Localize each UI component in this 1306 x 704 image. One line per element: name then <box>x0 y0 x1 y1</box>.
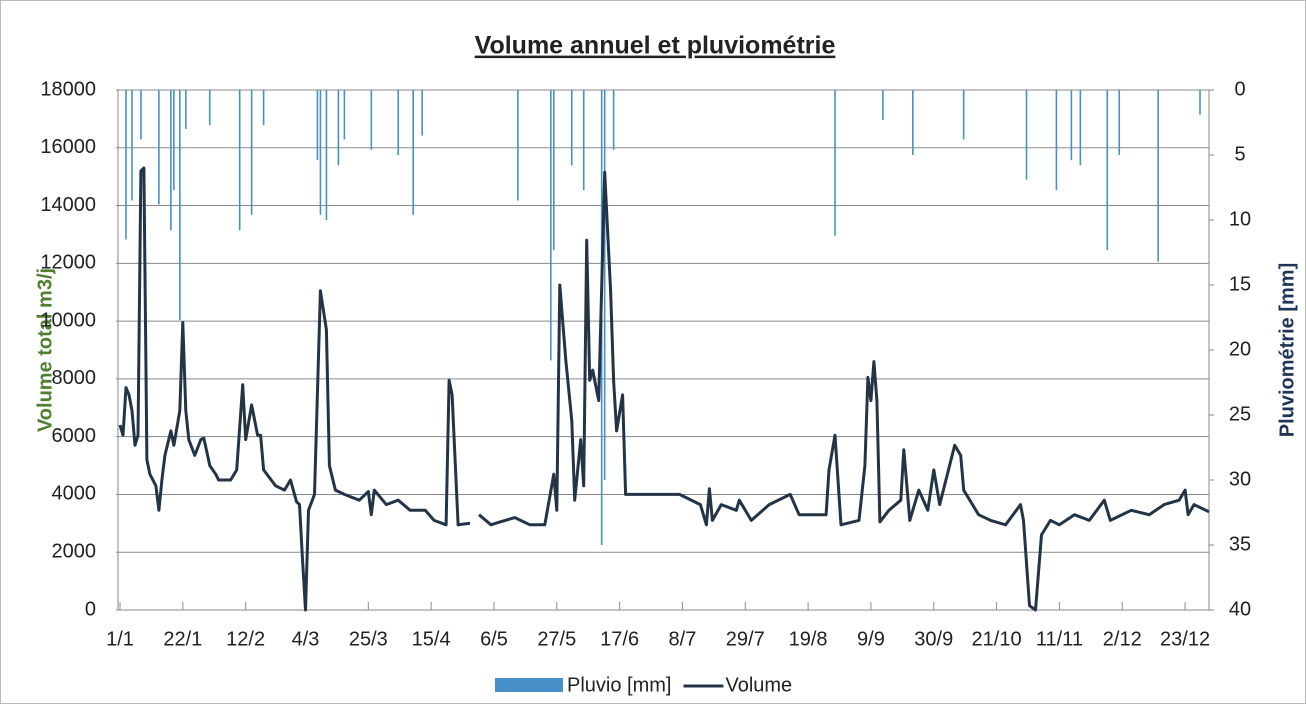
y-tick-label: 6000 <box>52 425 97 447</box>
rain-bar <box>140 90 142 140</box>
rain-bar <box>125 90 127 240</box>
y2-tick-label: 15 <box>1229 273 1251 295</box>
rain-bar <box>912 90 914 155</box>
rain-bar <box>1055 90 1058 191</box>
rain-bar <box>1118 90 1121 155</box>
rain-bar <box>319 90 322 215</box>
rain-bar <box>1157 90 1159 262</box>
x-tick-label: 27/5 <box>537 628 576 650</box>
rain-bar <box>412 90 414 215</box>
rain-bar <box>185 90 187 129</box>
rain-bar <box>882 90 884 120</box>
legend-label: Volume <box>725 674 792 696</box>
rain-bar <box>170 90 172 231</box>
y2-tick-label: 0 <box>1234 78 1245 100</box>
y-tick-label: 18000 <box>40 78 96 100</box>
chart-title: Volume annuel et pluviométrie <box>475 32 836 60</box>
y2-tick-label: 35 <box>1229 533 1251 555</box>
rain-bar <box>421 90 423 136</box>
x-tick-label: 19/8 <box>789 628 828 650</box>
volume-line <box>118 166 1210 612</box>
rain-bar <box>612 90 615 150</box>
rain-bar <box>1025 90 1028 180</box>
y-tick-label: 16000 <box>40 136 96 158</box>
y2-tick-label: 10 <box>1229 208 1251 230</box>
rain-bar <box>603 90 606 480</box>
y2-tick-label: 30 <box>1229 468 1251 490</box>
x-tick-label: 6/5 <box>480 628 508 650</box>
y-tick-label: 12000 <box>40 252 96 274</box>
rain-bar <box>517 90 519 201</box>
x-tick-label: 21/10 <box>972 628 1022 650</box>
y2-axis-title: Pluviométrie [mm] <box>1276 263 1298 437</box>
rain-bar <box>962 90 965 140</box>
x-tick-label: 8/7 <box>669 628 697 650</box>
rain-bar <box>397 90 400 155</box>
x-tick-label: 1/1 <box>106 628 134 650</box>
rain-bar <box>582 90 585 191</box>
rain-bar <box>1070 90 1073 161</box>
rain-bar <box>337 90 340 166</box>
legend-swatch <box>495 678 563 692</box>
y-tick-label: 2000 <box>52 541 97 563</box>
rain-bar <box>370 90 373 150</box>
rain-bar <box>208 90 211 126</box>
x-tick-label: 17/6 <box>600 628 639 650</box>
rain-bar <box>238 90 241 231</box>
rain-bar <box>158 90 160 205</box>
rain-bar <box>179 90 181 321</box>
rain-bar <box>250 90 253 215</box>
y2-tick-label: 40 <box>1229 598 1251 620</box>
x-tick-label: 4/3 <box>292 628 320 650</box>
y2-tick-label: 20 <box>1229 338 1251 360</box>
x-tick-label: 11/11 <box>1036 628 1083 650</box>
y-tick-label: 8000 <box>52 367 97 389</box>
x-tick-label: 15/4 <box>412 628 451 650</box>
rain-bar <box>834 90 836 236</box>
x-tick-label: 12/2 <box>226 628 265 650</box>
x-tick-label: 9/9 <box>857 628 885 650</box>
rain-bar <box>262 90 265 126</box>
x-tick-label: 29/7 <box>726 628 765 650</box>
y-tick-label: 4000 <box>52 483 97 505</box>
rain-bar <box>343 90 346 140</box>
x-tick-label: 30/9 <box>914 628 953 650</box>
y2-tick-label: 25 <box>1229 403 1251 425</box>
rain-bar <box>570 90 573 166</box>
rain-bar <box>1106 90 1109 250</box>
rain-bar <box>1079 90 1082 166</box>
y-tick-label: 10000 <box>40 309 96 331</box>
rain-bar <box>1199 90 1201 115</box>
y-axis-title: Volume total m3/j <box>34 268 56 432</box>
rain-bar <box>173 90 175 191</box>
rain-bar <box>316 90 319 161</box>
y-tick-label: 14000 <box>40 194 96 216</box>
y2-tick-label: 5 <box>1234 143 1245 165</box>
rain-bar <box>325 90 328 220</box>
rain-bar <box>553 90 555 250</box>
x-tick-label: 2/12 <box>1103 628 1142 650</box>
rain-bar <box>550 90 552 361</box>
x-tick-label: 23/12 <box>1160 628 1210 650</box>
x-tick-label: 22/1 <box>163 628 202 650</box>
rain-bar <box>131 90 133 201</box>
x-tick-label: 25/3 <box>349 628 388 650</box>
legend-label: Pluvio [mm] <box>567 674 671 696</box>
y-tick-label: 0 <box>85 598 96 620</box>
